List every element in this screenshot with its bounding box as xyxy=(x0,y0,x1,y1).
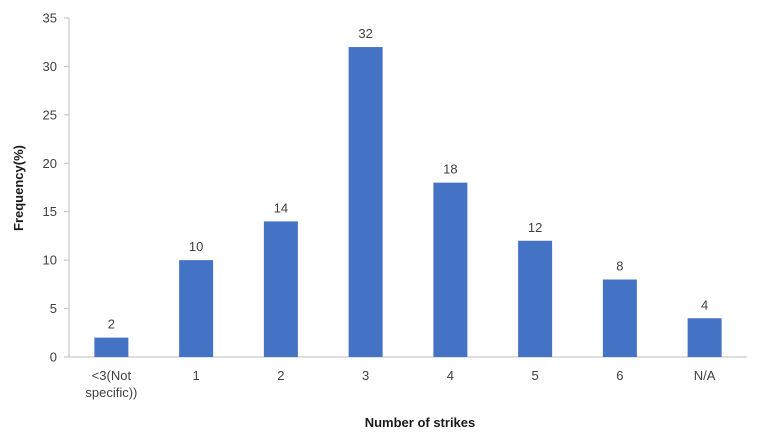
y-axis-ticks: 0 5 10 15 20 25 30 35 xyxy=(43,11,69,365)
bars xyxy=(94,47,722,358)
x-tick-label: 2 xyxy=(277,368,284,383)
y-tick-label: 25 xyxy=(43,107,57,122)
data-label: 14 xyxy=(274,200,288,215)
x-tick-label: <3(Not xyxy=(92,368,132,383)
y-tick-label: 0 xyxy=(50,350,57,365)
x-tick-label: 1 xyxy=(193,368,200,383)
bar xyxy=(433,182,468,357)
x-axis-ticks: <3(Not specific)) 1 2 3 4 5 6 N/A xyxy=(85,368,715,400)
bar xyxy=(263,221,298,357)
y-tick-label: 10 xyxy=(43,253,57,268)
x-axis-title: Number of strikes xyxy=(365,415,476,430)
data-label: 32 xyxy=(358,26,372,41)
data-label: 10 xyxy=(189,239,203,254)
y-tick-label: 5 xyxy=(50,301,57,316)
bar xyxy=(179,260,214,357)
bar xyxy=(687,318,722,357)
x-tick-label: 6 xyxy=(616,368,623,383)
data-label: 2 xyxy=(108,317,115,332)
x-tick-label: specific)) xyxy=(85,385,137,400)
data-label: 4 xyxy=(701,297,708,312)
y-tick-label: 35 xyxy=(43,11,57,26)
y-axis-title: Frequency(%) xyxy=(11,145,26,231)
y-tick-label: 20 xyxy=(43,156,57,171)
data-labels: 2 10 14 32 18 12 8 4 xyxy=(108,26,708,332)
bar xyxy=(518,240,553,357)
y-tick-label: 15 xyxy=(43,204,57,219)
x-tick-label: 4 xyxy=(447,368,454,383)
data-label: 18 xyxy=(443,162,457,177)
bar xyxy=(348,47,383,358)
data-label: 12 xyxy=(528,220,542,235)
x-tick-label: N/A xyxy=(694,368,716,383)
x-tick-label: 3 xyxy=(362,368,369,383)
x-tick-label: 5 xyxy=(532,368,539,383)
bar xyxy=(602,279,637,357)
y-tick-label: 30 xyxy=(43,59,57,74)
data-label: 8 xyxy=(616,259,623,274)
bar xyxy=(94,337,129,357)
